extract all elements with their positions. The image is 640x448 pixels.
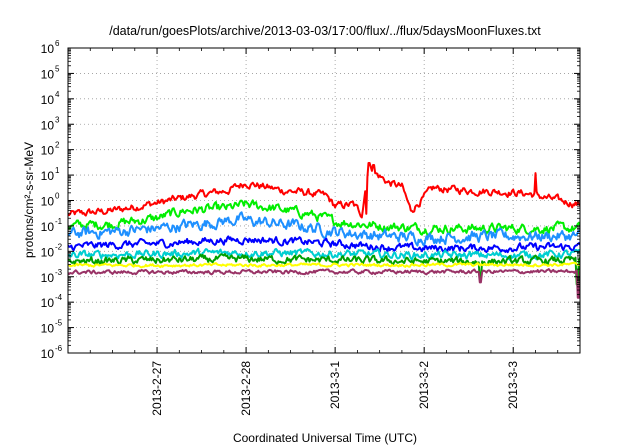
y-tick-exponent: 4: [55, 90, 60, 99]
series-line: [68, 211, 580, 247]
series-line: [68, 199, 580, 237]
y-axis-label: protons/cm²-s-sr-MeV: [22, 142, 36, 258]
series-line: [68, 235, 580, 254]
y-tick-label: 10: [41, 118, 55, 132]
y-tick-exponent: 1: [55, 166, 60, 175]
y-tick-exponent: -6: [55, 344, 63, 353]
y-tick-label: 10: [41, 220, 55, 234]
y-tick-label: 10: [41, 322, 55, 336]
series-line: [68, 268, 580, 299]
y-tick-exponent: 5: [55, 64, 60, 73]
y-tick-exponent: 3: [55, 115, 60, 124]
x-axis-label: Coordinated Universal Time (UTC): [233, 431, 417, 445]
y-tick-label: 10: [41, 195, 55, 209]
y-tick-exponent: 2: [55, 141, 60, 150]
y-tick-exponent: -4: [55, 293, 63, 302]
x-tick-label: 2013-2-28: [239, 361, 253, 416]
y-tick-exponent: 0: [55, 192, 60, 201]
y-tick-exponent: 6: [55, 39, 60, 48]
grid: [68, 48, 580, 353]
y-tick-exponent: -3: [55, 268, 63, 277]
y-tick-label: 10: [41, 347, 55, 361]
y-tick-label: 10: [41, 42, 55, 56]
y-tick-label: 10: [41, 245, 55, 259]
y-tick-label: 10: [41, 144, 55, 158]
series-layer: [68, 162, 580, 299]
y-tick-exponent: -2: [55, 242, 63, 251]
x-tick-label: 2013-2-27: [150, 361, 164, 416]
ticks: 10 -610 -510 -410 -310 -210 -110 010 110 210 310 41…: [41, 39, 580, 416]
series-line: [68, 261, 580, 269]
series-line: [68, 162, 580, 219]
series-line: [68, 247, 580, 261]
y-tick-exponent: -5: [55, 319, 63, 328]
y-tick-label: 10: [41, 93, 55, 107]
y-tick-exponent: -1: [55, 217, 63, 226]
y-tick-label: 10: [41, 169, 55, 183]
x-tick-label: 2013-3-2: [417, 361, 431, 409]
y-tick-label: 10: [41, 296, 55, 310]
series-line: [68, 253, 580, 286]
chart-title: /data/run/goesPlots/archive/2013-03-03/1…: [109, 24, 541, 38]
y-tick-label: 10: [41, 271, 55, 285]
x-tick-label: 2013-3-3: [506, 361, 520, 409]
x-tick-label: 2013-3-1: [328, 361, 342, 409]
y-tick-label: 10: [41, 67, 55, 81]
